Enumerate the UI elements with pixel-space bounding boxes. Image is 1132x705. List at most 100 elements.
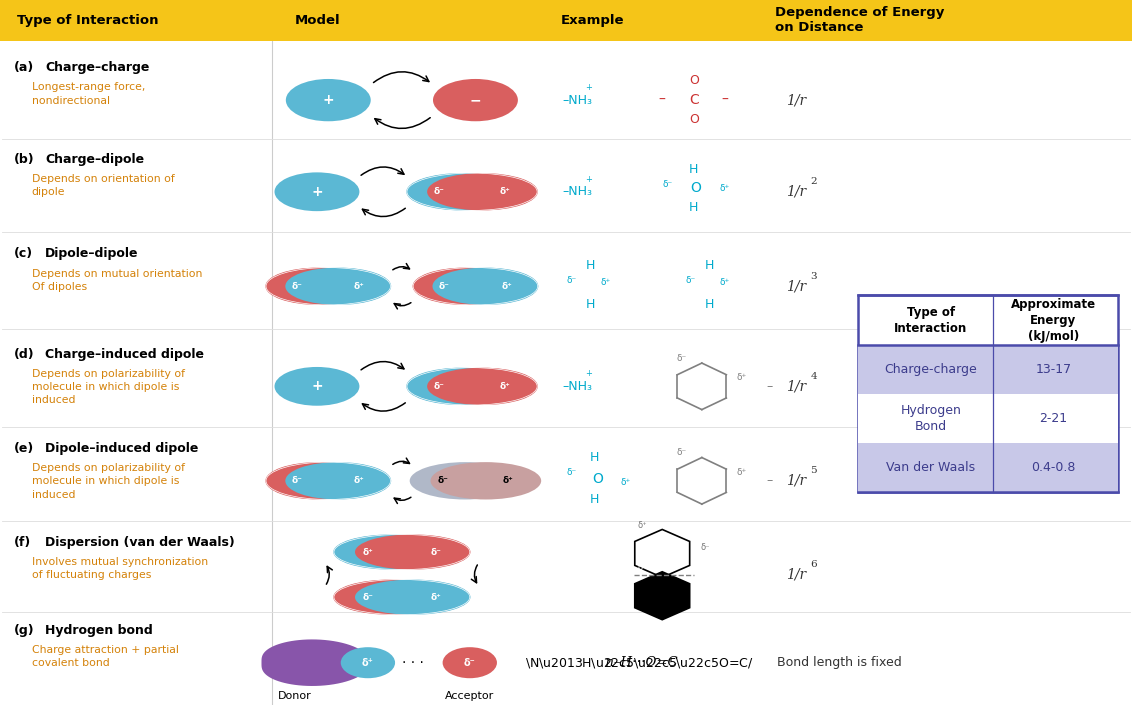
Text: δ⁻: δ⁻ (362, 593, 374, 601)
Text: Type of Interaction: Type of Interaction (17, 14, 158, 27)
Text: H: H (586, 259, 595, 271)
Text: Dispersion (van der Waals): Dispersion (van der Waals) (45, 536, 235, 548)
Text: –: – (766, 380, 773, 393)
Text: H: H (590, 451, 599, 464)
Text: δ⁺: δ⁺ (354, 282, 365, 290)
Text: δ⁺: δ⁺ (362, 658, 374, 668)
Text: H: H (689, 163, 698, 176)
Bar (858, 295, 1118, 492)
Text: 4: 4 (811, 372, 817, 381)
Text: 0.4-0.8: 0.4-0.8 (1031, 461, 1075, 474)
Text: Type of
Interaction: Type of Interaction (894, 305, 968, 335)
Text: Charge–induced dipole: Charge–induced dipole (45, 348, 204, 360)
Ellipse shape (333, 534, 448, 570)
Text: 1/r: 1/r (786, 279, 806, 293)
Bar (858, 345, 1118, 394)
Text: δ⁻: δ⁻ (566, 468, 577, 477)
Text: Dipole–induced dipole: Dipole–induced dipole (45, 442, 198, 455)
Text: (e): (e) (14, 442, 34, 455)
Ellipse shape (432, 79, 517, 121)
Ellipse shape (341, 647, 395, 678)
Text: δ⁺: δ⁺ (736, 374, 747, 382)
Text: (c): (c) (14, 247, 33, 260)
Text: Involves mutual synchronization
of fluctuating charges: Involves mutual synchronization of fluct… (32, 557, 208, 580)
Ellipse shape (285, 267, 392, 305)
Text: Charge–dipole: Charge–dipole (45, 153, 145, 166)
Text: 1/r: 1/r (786, 93, 806, 107)
Ellipse shape (427, 173, 538, 210)
Text: (a): (a) (14, 61, 34, 74)
Text: 6: 6 (811, 560, 817, 569)
Ellipse shape (355, 534, 471, 570)
Text: H: H (705, 259, 714, 271)
Text: (d): (d) (14, 348, 34, 360)
Text: +: + (323, 93, 334, 107)
Text: δ⁻: δ⁻ (566, 276, 577, 285)
Text: –: – (766, 474, 773, 487)
Ellipse shape (274, 172, 359, 212)
Text: δ⁺: δ⁺ (600, 278, 611, 287)
Polygon shape (635, 529, 689, 577)
Text: 2: 2 (811, 177, 817, 186)
Text: Van der Waals: Van der Waals (886, 461, 976, 474)
Text: δ⁻: δ⁻ (439, 282, 449, 290)
Ellipse shape (443, 647, 497, 678)
Text: Longest-range force,
nondirectional: Longest-range force, nondirectional (32, 82, 145, 106)
Bar (858, 443, 1118, 492)
Text: C: C (689, 93, 698, 107)
Text: δ⁻: δ⁻ (676, 448, 687, 457)
Bar (0, 0, 1132, 41)
Text: (f): (f) (14, 536, 31, 548)
Text: 2-21: 2-21 (1039, 412, 1067, 425)
Text: Depends on polarizability of
molecule in which dipole is
induced: Depends on polarizability of molecule in… (32, 369, 185, 405)
Ellipse shape (406, 367, 517, 405)
Text: Depends on orientation of
dipole: Depends on orientation of dipole (32, 174, 174, 197)
Bar (858, 394, 1118, 443)
Ellipse shape (432, 267, 539, 305)
Text: δ⁻: δ⁻ (676, 354, 687, 362)
Text: δ⁻: δ⁻ (685, 276, 696, 285)
Text: $\backslash$N\u2013H\u22c5\u22c5\u22c5O=C$/$: $\backslash$N\u2013H\u22c5\u22c5\u22c5O=… (525, 656, 754, 670)
Text: δ⁻: δ⁻ (701, 544, 710, 552)
Text: −: − (470, 93, 481, 107)
Text: Acceptor: Acceptor (445, 691, 495, 701)
Text: +: + (311, 185, 323, 199)
Text: δ⁺: δ⁺ (499, 188, 509, 196)
Text: δ⁺: δ⁺ (362, 548, 374, 556)
Text: –: – (721, 93, 728, 107)
Text: δ⁺: δ⁺ (430, 593, 441, 601)
Text: H: H (586, 298, 595, 311)
Text: Model: Model (294, 14, 340, 27)
Text: δ⁺: δ⁺ (354, 477, 365, 485)
Ellipse shape (427, 367, 538, 405)
Text: +: + (585, 83, 592, 92)
Text: Charge attraction + partial
covalent bond: Charge attraction + partial covalent bon… (32, 645, 179, 668)
Text: δ⁺: δ⁺ (736, 468, 747, 477)
Text: –NH₃: –NH₃ (563, 380, 592, 393)
Text: O: O (592, 472, 603, 486)
Text: 1/r: 1/r (786, 474, 806, 488)
Text: δ⁺: δ⁺ (620, 479, 632, 487)
Text: δ⁻: δ⁻ (292, 282, 302, 290)
Text: δ⁻: δ⁻ (434, 382, 445, 391)
Text: 5: 5 (811, 466, 817, 475)
Text: δ⁻: δ⁻ (430, 548, 441, 556)
Text: O: O (689, 74, 698, 87)
Text: Donor: Donor (277, 691, 311, 701)
Text: δ⁻: δ⁻ (701, 586, 710, 594)
Text: Dependence of Energy
on Distance: Dependence of Energy on Distance (775, 6, 945, 35)
Text: 1/r: 1/r (786, 568, 806, 582)
Text: (g): (g) (14, 624, 34, 637)
Text: Dipole–dipole: Dipole–dipole (45, 247, 139, 260)
Ellipse shape (410, 462, 521, 499)
Text: O: O (691, 181, 702, 195)
Ellipse shape (265, 267, 371, 305)
Text: δ⁺: δ⁺ (637, 521, 646, 529)
Text: δ⁻: δ⁻ (464, 658, 475, 668)
Text: Hydrogen bond: Hydrogen bond (45, 624, 153, 637)
Text: H: H (689, 201, 698, 214)
Ellipse shape (406, 173, 517, 210)
Ellipse shape (430, 462, 541, 499)
Text: Bond length is fixed: Bond length is fixed (777, 656, 901, 669)
Text: +: + (585, 175, 592, 183)
